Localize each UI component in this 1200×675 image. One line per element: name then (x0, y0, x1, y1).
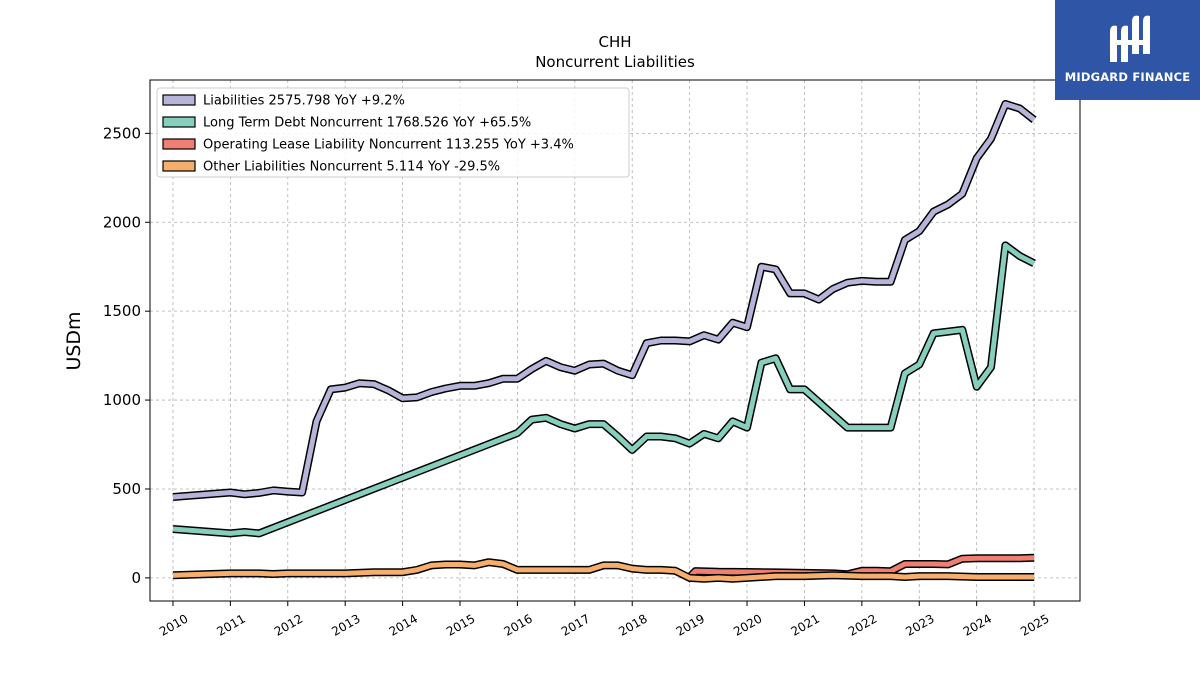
x-tick-label: 2023 (903, 611, 936, 638)
series-line-other-liabilities-noncurrent (172, 559, 1035, 582)
x-tick-label: 2017 (559, 611, 592, 638)
x-tick-label: 2021 (788, 611, 821, 638)
y-tick-label: 0 (131, 569, 141, 587)
x-tick-label: 2016 (501, 611, 534, 638)
legend-swatch (162, 94, 196, 106)
brand-logo-text: MIDGARD FINANCE (1064, 70, 1191, 84)
series-line-liabilities (172, 101, 1036, 500)
legend-swatch (162, 116, 196, 128)
y-tick-label: 1500 (103, 302, 141, 320)
legend: Liabilities 2575.798 YoY +9.2% Long Term … (156, 87, 630, 178)
x-tick-label: 2014 (387, 611, 420, 638)
legend-entry-label: Operating Lease Liability Noncurrent 113… (203, 138, 574, 153)
x-tick-label: 2022 (846, 611, 879, 638)
y-axis-label: USDm (63, 311, 85, 370)
x-tick-label: 2012 (272, 611, 305, 638)
chart-title: CHH (598, 33, 631, 51)
x-tick-label: 2013 (329, 611, 362, 638)
y-tick-label: 1000 (103, 391, 141, 409)
legend-swatch (162, 138, 196, 150)
legend-swatch (162, 160, 196, 172)
y-tick-label: 500 (112, 480, 141, 498)
x-tick-label: 2015 (444, 611, 477, 638)
legend-entry-label: Long Term Debt Noncurrent 1768.526 YoY +… (203, 116, 531, 131)
x-tick-label: 2020 (731, 611, 764, 638)
plot-area-frame (149, 79, 1081, 602)
legend-entry-label: Other Liabilities Noncurrent 5.114 YoY -… (203, 160, 500, 175)
x-tick-label: 2018 (616, 611, 649, 638)
y-tick-label: 2500 (103, 124, 141, 142)
x-tick-label: 2025 (1018, 611, 1051, 638)
series-line-operating-lease-liability-noncurrent (685, 555, 1035, 582)
y-tick-label: 2000 (103, 213, 141, 231)
series-lines (172, 100, 1037, 583)
x-tick-label: 2011 (214, 611, 247, 638)
x-tick-label: 2024 (961, 611, 994, 638)
midgard-logo-icon (1110, 15, 1150, 63)
brand-logo: MIDGARD FINANCE (1055, 0, 1200, 100)
x-tick-label: 2010 (157, 611, 190, 638)
x-tick-label: 2019 (674, 611, 707, 638)
legend-box (156, 87, 630, 178)
chart-subtitle: Noncurrent Liabilities (535, 53, 695, 71)
legend-entry-label: Liabilities 2575.798 YoY +9.2% (203, 94, 405, 109)
series-line-long-term-debt-noncurrent (172, 242, 1036, 536)
